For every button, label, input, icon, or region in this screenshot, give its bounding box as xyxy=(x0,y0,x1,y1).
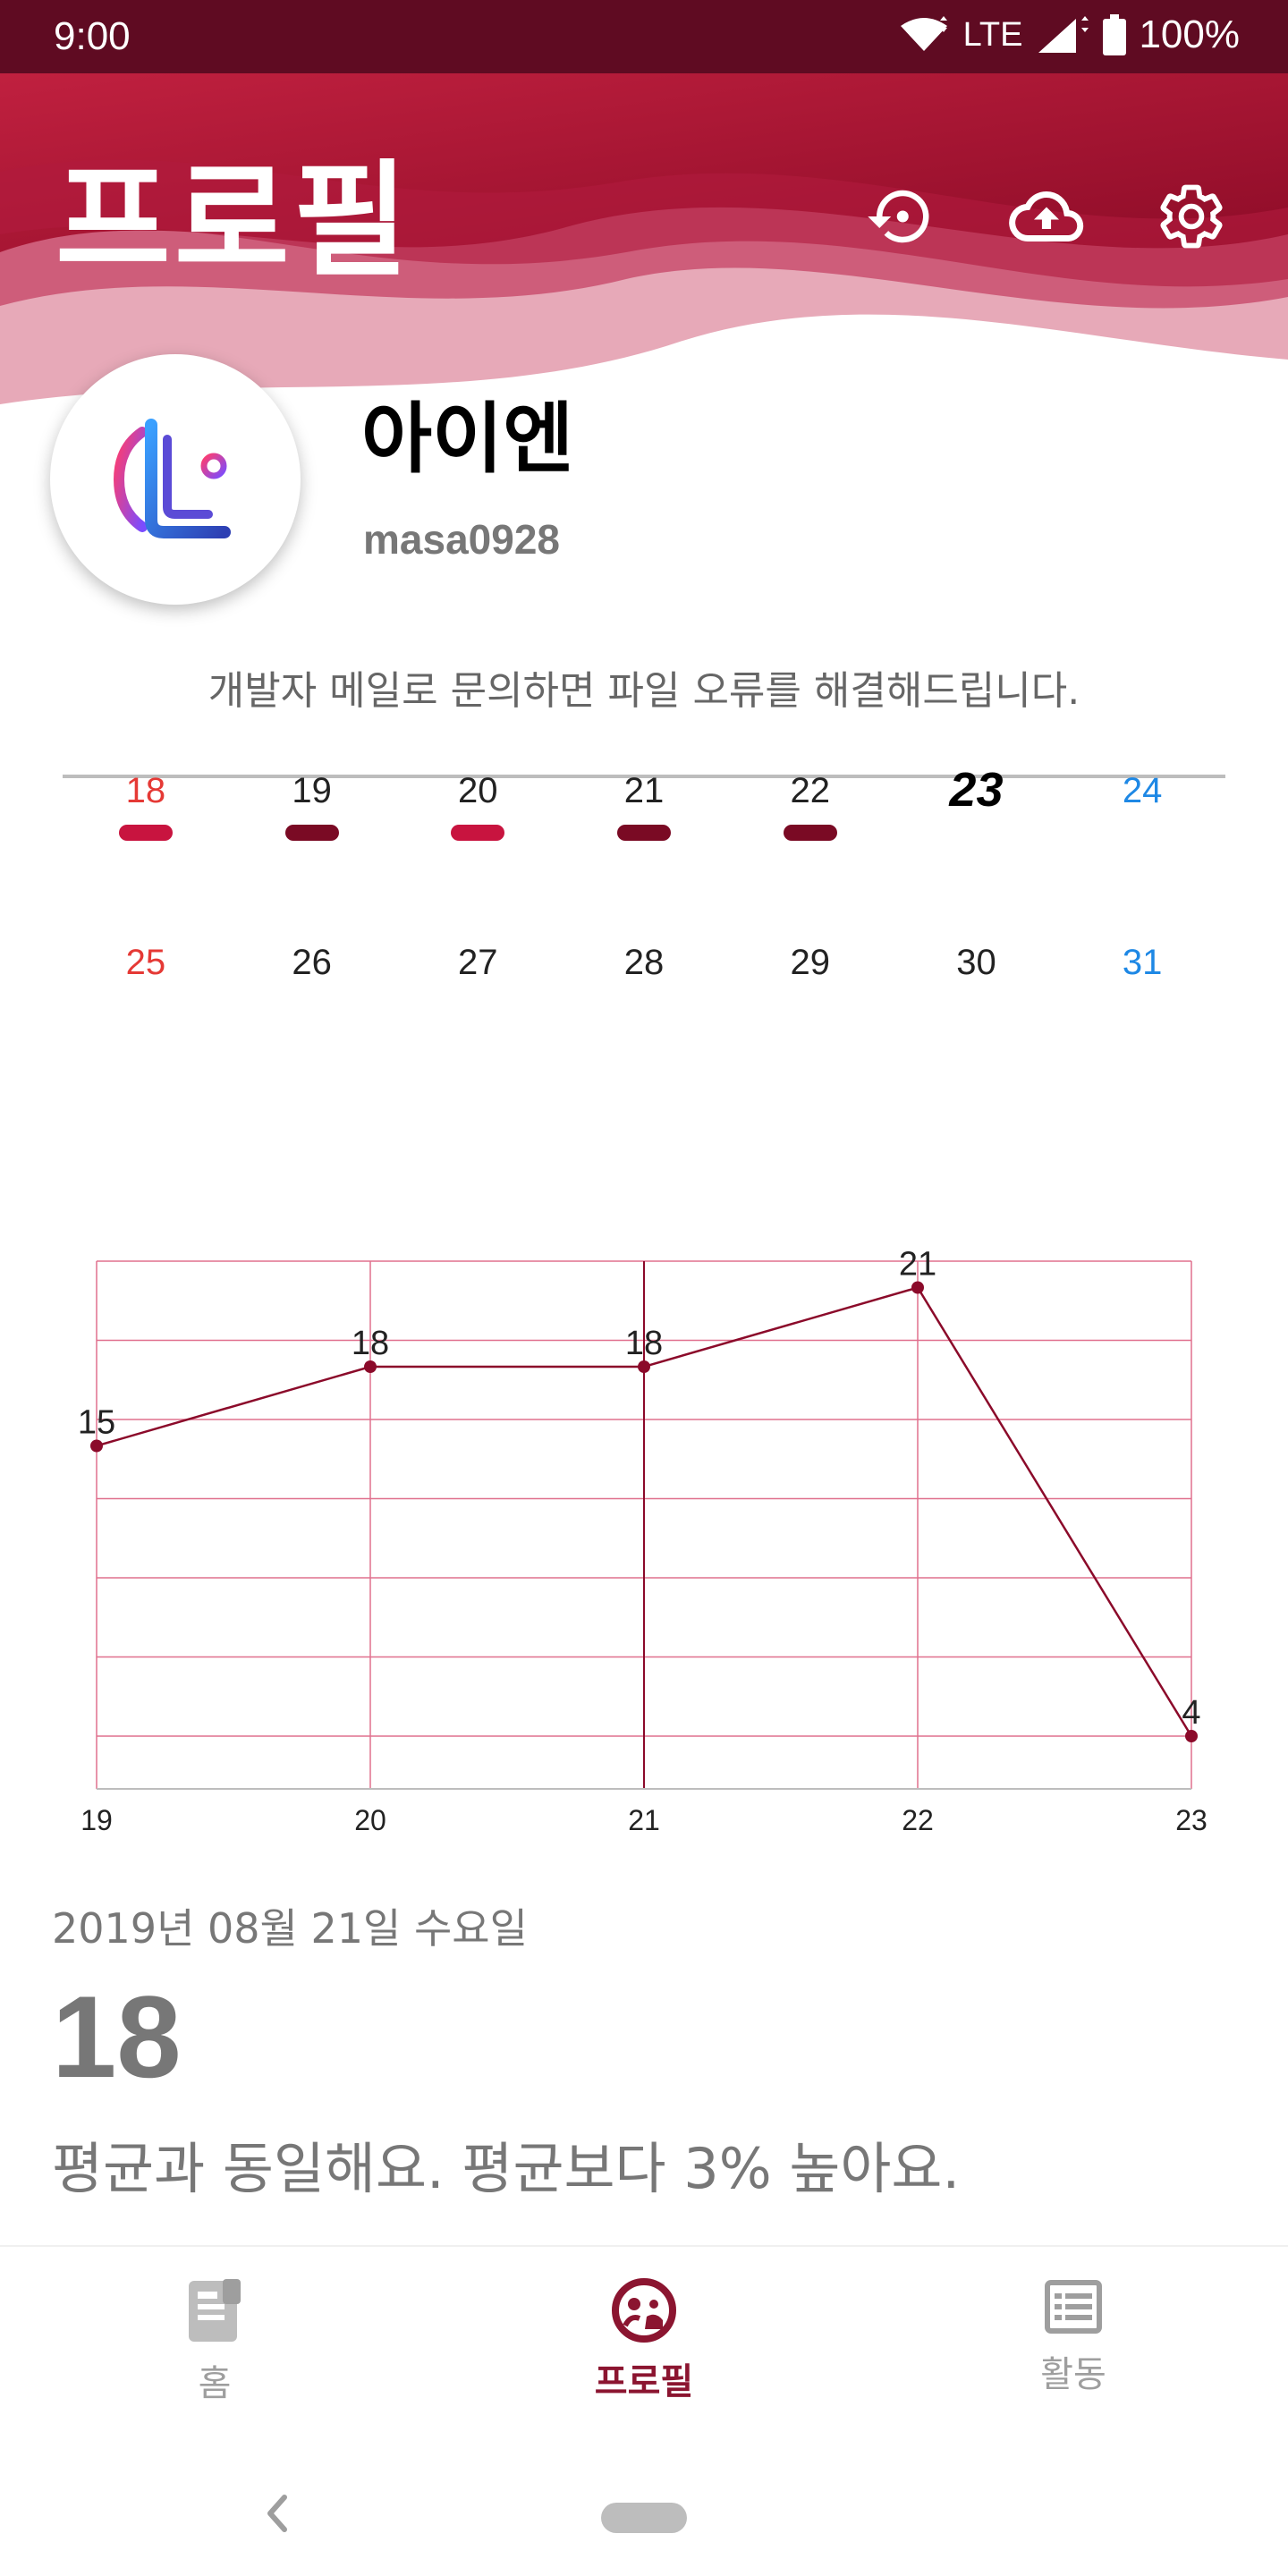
calendar-day[interactable]: 24 xyxy=(1059,771,1225,841)
home-icon xyxy=(189,2279,241,2342)
calendar-day[interactable]: 19 xyxy=(229,771,395,841)
nav-label-profile: 프로필 xyxy=(594,2361,694,2402)
data-label: 18 xyxy=(625,1325,663,1362)
calendar-day[interactable]: 28 xyxy=(561,945,727,980)
signal-icon xyxy=(1035,15,1090,55)
nav-item-home[interactable]: 홈 xyxy=(0,2247,429,2424)
nav-label-home: 홈 xyxy=(198,2363,232,2404)
calendar-day-label: 31 xyxy=(1122,943,1163,982)
restore-button[interactable] xyxy=(862,179,937,254)
calendar-day-label: 18 xyxy=(125,771,166,810)
calendar-day[interactable]: 21 xyxy=(561,771,727,841)
back-icon[interactable] xyxy=(259,2487,295,2540)
calendar-day-label: 19 xyxy=(292,771,332,810)
status-indicators: LTE 100% xyxy=(897,13,1240,57)
x-tick-label: 20 xyxy=(354,1804,386,1836)
calendar-day-label: 20 xyxy=(458,771,498,810)
bottom-navigation: 홈 프로필 활동 xyxy=(0,2245,1288,2424)
home-gesture-pill[interactable] xyxy=(601,2503,687,2533)
profile-name: 아이엔 xyxy=(361,394,574,484)
calendar-day-label: 22 xyxy=(790,771,830,810)
nav-label-activity: 활동 xyxy=(1040,2354,1106,2395)
x-tick-label: 23 xyxy=(1175,1804,1208,1836)
system-navigation-bar xyxy=(0,2433,1288,2576)
calendar-day-label: 24 xyxy=(1122,771,1163,810)
calendar-divider xyxy=(63,775,1225,778)
line-chart: 19 20 21 22 23 15 18 18 21 4 xyxy=(78,1246,1208,1837)
data-point xyxy=(364,1360,377,1373)
calendar-day[interactable]: 29 xyxy=(727,945,894,980)
calendar-week: 25 26 27 28 29 30 31 xyxy=(63,945,1225,980)
notice-text: 개발자 메일로 문의하면 파일 오류를 해결해드립니다. xyxy=(208,668,1080,714)
x-tick-label: 21 xyxy=(628,1804,660,1836)
calendar-day-label: 25 xyxy=(125,943,166,982)
data-label: 15 xyxy=(78,1404,115,1442)
avatar[interactable] xyxy=(50,354,301,605)
cloud-upload-icon xyxy=(1009,191,1084,242)
profile-header: 프로필 xyxy=(0,73,1288,467)
calendar-day[interactable]: 25 xyxy=(63,945,229,980)
list-icon xyxy=(1045,2280,1102,2334)
calendar-day[interactable]: 31 xyxy=(1059,945,1225,980)
gear-icon xyxy=(1160,184,1223,249)
upload-button[interactable] xyxy=(1009,179,1084,254)
settings-button[interactable] xyxy=(1154,179,1229,254)
calendar-day-label: 30 xyxy=(956,943,996,982)
calendar-record-marker xyxy=(118,825,173,841)
calendar-day[interactable]: 18 xyxy=(63,771,229,841)
calendar-week: 18 19 20 21 22 23 24 xyxy=(63,766,1225,841)
calendar-day-label: 29 xyxy=(790,943,830,982)
app-logo-icon xyxy=(113,419,231,538)
network-type: LTE xyxy=(962,15,1023,54)
calendar-day[interactable]: 20 xyxy=(394,771,561,841)
calendar-day[interactable]: 22 xyxy=(727,771,894,841)
status-time: 9:00 xyxy=(54,14,131,58)
battery-level: 100% xyxy=(1139,13,1240,56)
x-tick-label: 19 xyxy=(80,1804,113,1836)
x-tick-label: 22 xyxy=(902,1804,934,1836)
profile-icon xyxy=(612,2278,676,2343)
calendar-day[interactable]: 23 xyxy=(894,766,1060,841)
page-title: 프로필 xyxy=(55,148,412,294)
calendar-day[interactable]: 26 xyxy=(229,945,395,980)
header-wave-background xyxy=(0,73,1288,467)
data-point xyxy=(638,1360,650,1373)
calendar-day-label: 27 xyxy=(458,943,498,982)
calendar-record-marker xyxy=(617,825,672,841)
data-label: 4 xyxy=(1182,1694,1200,1732)
data-point xyxy=(1185,1730,1198,1742)
selected-date: 2019년 08월 21일 수요일 xyxy=(52,1904,528,1953)
nav-item-activity[interactable]: 활동 xyxy=(859,2247,1288,2424)
profile-user-id: masa0928 xyxy=(363,516,560,563)
calendar-day-label: 26 xyxy=(292,943,332,982)
status-bar: 9:00 LTE 100% xyxy=(0,0,1288,73)
calendar-record-marker xyxy=(783,825,837,841)
selected-value: 18 xyxy=(52,1971,182,2102)
data-point xyxy=(90,1439,103,1453)
calendar-record-marker xyxy=(284,825,339,841)
calendar-day-label: 28 xyxy=(623,943,665,982)
calendar-day-label: 23 xyxy=(949,763,1004,817)
history-icon xyxy=(868,190,929,243)
nav-item-profile[interactable]: 프로필 xyxy=(429,2247,859,2424)
calendar-day-label: 21 xyxy=(623,771,665,810)
battery-icon xyxy=(1103,14,1127,55)
data-point xyxy=(911,1281,924,1294)
wifi-icon xyxy=(897,15,951,55)
calendar-day[interactable]: 30 xyxy=(894,945,1060,980)
data-label: 21 xyxy=(899,1246,936,1284)
calendar-day[interactable]: 27 xyxy=(394,945,561,980)
comparison-comment: 평균과 동일해요. 평균보다 3% 높아요. xyxy=(52,2136,961,2201)
data-label: 18 xyxy=(352,1325,389,1362)
calendar-record-marker xyxy=(451,825,505,841)
